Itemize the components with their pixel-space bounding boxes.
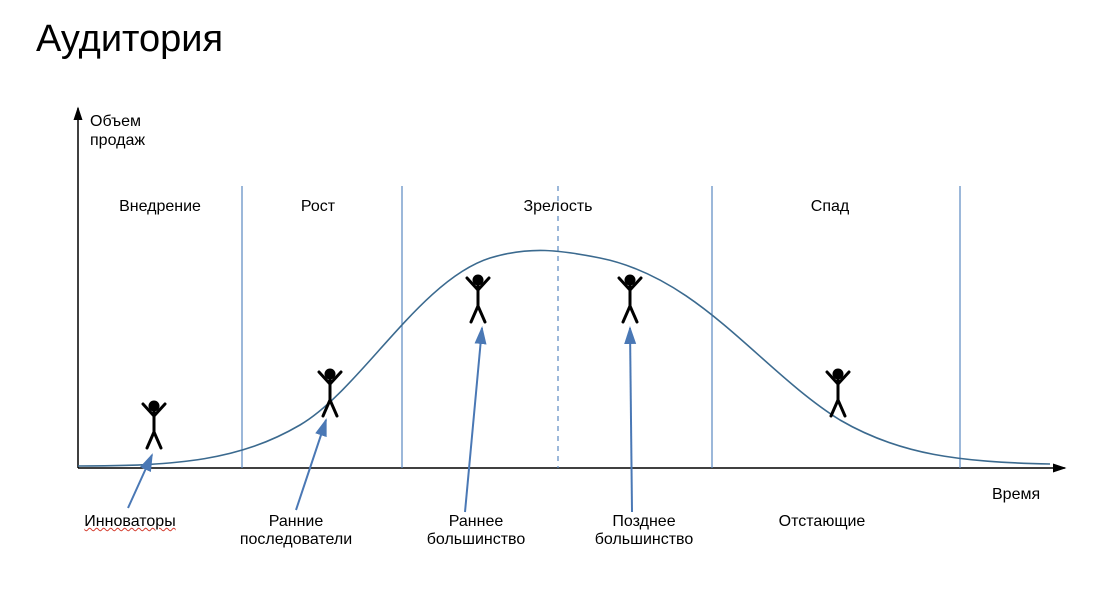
stage-label: Рост — [301, 198, 335, 216]
page-title: Аудитория — [36, 18, 223, 61]
y-axis-label-line2: продаж — [90, 132, 145, 149]
segment-label: Позднеебольшинство — [595, 513, 694, 550]
stage-label: Спад — [811, 198, 849, 216]
x-axis-label: Время — [992, 486, 1040, 504]
segment-label: Инноваторы — [84, 513, 175, 531]
segment-label: Ранниепоследователи — [240, 513, 352, 550]
person-icon — [619, 275, 641, 323]
lifecycle-curve — [78, 250, 1050, 466]
segment-arrow — [128, 455, 152, 508]
segment-label: Отстающие — [779, 513, 866, 531]
stage-label: Внедрение — [119, 198, 201, 216]
person-icon — [467, 275, 489, 323]
stage-label: Зрелость — [523, 198, 592, 216]
y-axis-label: Объем продаж — [90, 112, 145, 150]
person-icon — [827, 369, 849, 417]
segment-label: Раннеебольшинство — [427, 513, 526, 550]
segment-arrow — [296, 420, 326, 510]
person-icon — [143, 401, 165, 449]
segment-arrow — [630, 328, 632, 512]
y-axis-label-line1: Объем — [90, 113, 141, 130]
segment-arrow — [465, 328, 482, 512]
